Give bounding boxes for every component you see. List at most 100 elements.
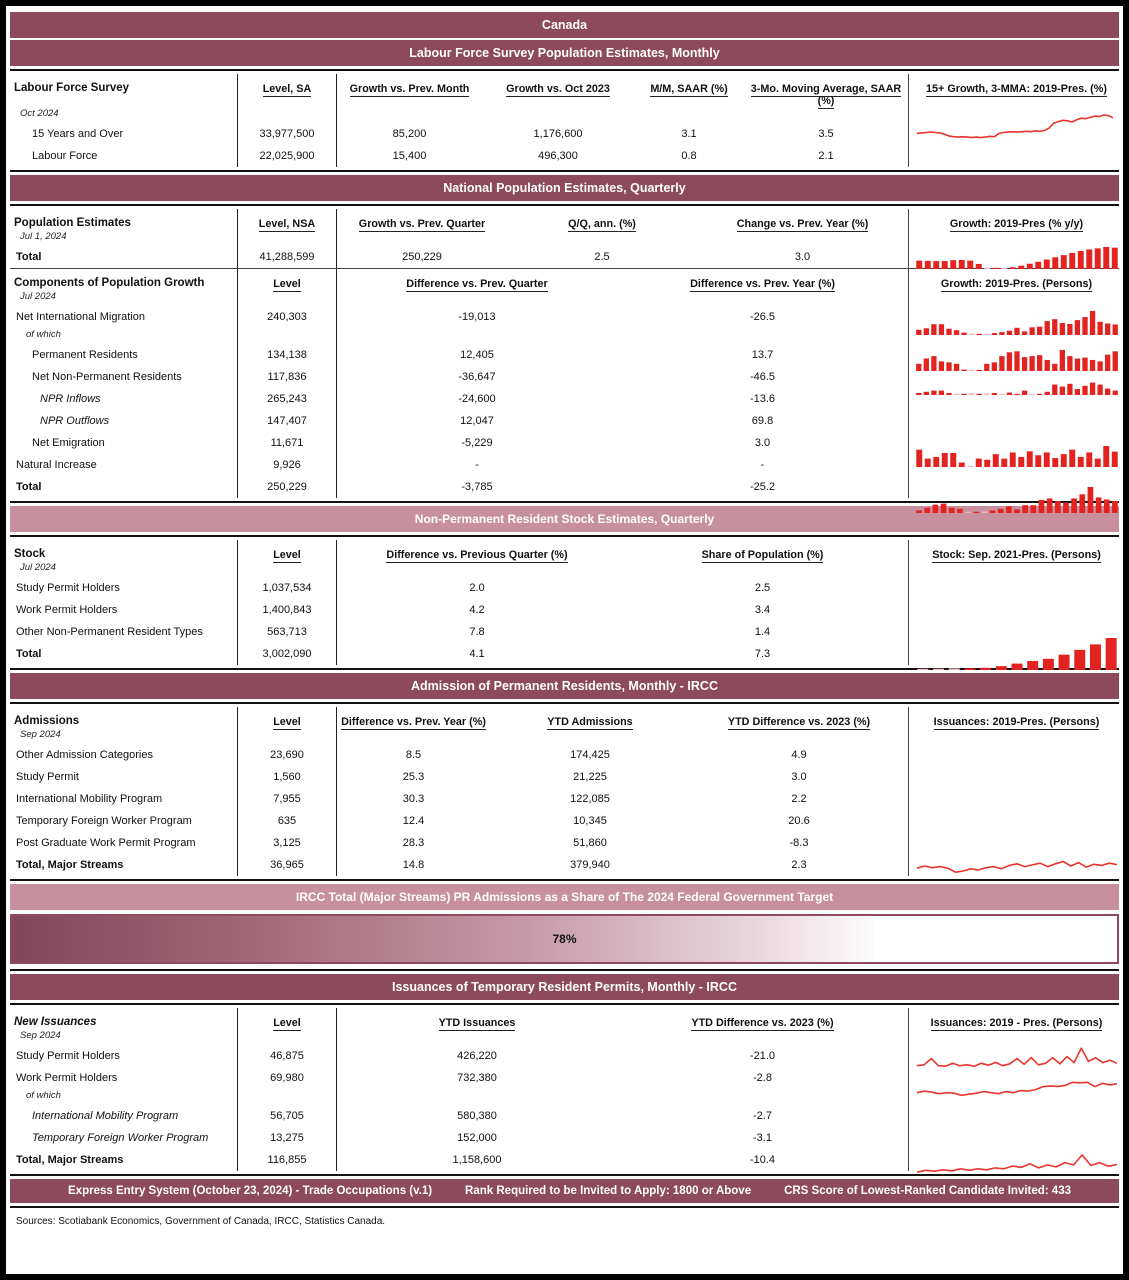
admissions-chart-column: Issuances: 2019-Pres. (Persons) — [908, 707, 1124, 876]
row-label: Study Permit Holders — [16, 582, 120, 594]
cell: -2.8 — [753, 1072, 772, 1084]
lfs-chart-column: 15+ Growth, 3-MMA: 2019-Pres. (%) — [908, 74, 1124, 167]
row-label: Total, Major Streams — [16, 1154, 124, 1166]
cell: 240,303 — [237, 306, 337, 328]
cell: 265,243 — [237, 388, 337, 410]
admissions-table: Admissions Level Difference vs. Prev. Ye… — [10, 707, 1124, 876]
chart-title: Stock: Sep. 2021-Pres. (Persons) — [932, 549, 1101, 563]
pr-admissions-progress-bar: 78% — [10, 914, 1119, 964]
column-header: Difference vs. Previous Quarter (%) — [386, 549, 568, 563]
row-label: Total — [16, 481, 42, 493]
cell: 3.5 — [818, 128, 834, 140]
column-header: Q/Q, ann. (%) — [568, 218, 636, 232]
net-non-permanent-residents-bars — [916, 382, 1118, 395]
permanent-residents-bars — [916, 349, 1118, 371]
row-label: Net Non-Permanent Residents — [32, 371, 182, 383]
cell: -8.3 — [789, 837, 809, 849]
column-header: Growth vs. Prev. Quarter — [358, 218, 486, 232]
cell: 7,955 — [237, 788, 337, 810]
express-entry-program: Express Entry System (October 23, 2024) … — [68, 1185, 433, 1197]
cell: 147,407 — [237, 410, 337, 432]
column-header: Growth vs. Oct 2023 — [506, 83, 610, 97]
row-label: Net International Migration — [16, 311, 146, 323]
cell: 3.1 — [681, 128, 697, 140]
cell: 250,229 — [237, 476, 337, 498]
row-label: 15 Years and Over — [32, 128, 124, 140]
cell: -36,647 — [458, 371, 496, 383]
cell: 2.3 — [791, 859, 807, 871]
page-title: Canada — [10, 12, 1119, 38]
section-header-target: IRCC Total (Major Streams) PR Admissions… — [10, 884, 1119, 910]
cell: 4.1 — [469, 648, 485, 660]
population-chart-column: Growth: 2019-Pres (% y/y) — [908, 209, 1124, 269]
cell: 14.8 — [402, 859, 425, 871]
issuances-chart-column: Issuances: 2019 - Pres. (Persons) — [908, 1008, 1124, 1173]
divider — [10, 668, 1119, 670]
row-label: International Mobility Program — [16, 793, 163, 805]
row-label: Total — [16, 648, 42, 660]
cell: 22,025,900 — [237, 145, 337, 167]
table-date: Sep 2024 — [20, 729, 61, 740]
divider — [10, 501, 1119, 503]
row-label: Study Permit Holders — [16, 1050, 120, 1062]
cell: 28.3 — [402, 837, 425, 849]
cell: 7.3 — [754, 648, 771, 660]
row-label: Total — [16, 251, 42, 263]
cell: 0.8 — [681, 150, 697, 162]
cell: 4.9 — [791, 749, 807, 761]
section-header-issuances: Issuances of Temporary Resident Permits,… — [10, 974, 1119, 1000]
cell: 732,380 — [457, 1072, 497, 1084]
divider — [10, 69, 1119, 71]
cell: 46,875 — [237, 1045, 337, 1067]
cell: 13.7 — [751, 349, 774, 361]
cell: 69,980 — [237, 1067, 337, 1089]
column-header: Level — [237, 707, 337, 730]
column-header: Level — [237, 269, 337, 292]
cell: -24,600 — [458, 393, 496, 405]
divider — [10, 268, 1119, 269]
issuances-total-sparkline — [916, 1154, 1118, 1173]
section-header-admissions: Admission of Permanent Residents, Monthl… — [10, 673, 1119, 699]
cell: 3.4 — [754, 604, 771, 616]
cell: 3.0 — [754, 437, 771, 449]
note: of which — [26, 329, 61, 340]
table-date: Jul 1, 2024 — [20, 231, 67, 242]
cell: 85,200 — [392, 128, 427, 140]
cell: 116,855 — [237, 1149, 337, 1171]
cell: - — [475, 459, 479, 471]
chart-title: Issuances: 2019 - Pres. (Persons) — [930, 1017, 1103, 1031]
divider — [10, 535, 1119, 537]
cell: -3,785 — [461, 481, 493, 493]
cell: 563,713 — [237, 621, 337, 643]
column-header: M/M, SAAR (%) — [650, 83, 728, 97]
column-header: Difference vs. Prev. Year (%) — [341, 716, 486, 730]
divider — [10, 702, 1119, 704]
cell: 635 — [237, 810, 337, 832]
column-header: Difference vs. Prev. Quarter — [406, 278, 548, 292]
issuances-table: New Issuances Level YTD Issuances YTD Di… — [10, 1008, 1124, 1173]
cell: 4.2 — [469, 604, 485, 616]
cell: 25.3 — [402, 771, 425, 783]
column-header: Growth vs. Prev. Month — [349, 83, 470, 97]
cell: 1,037,534 — [237, 577, 337, 599]
column-header: YTD Difference vs. 2023 (%) — [727, 716, 871, 730]
express-entry-rank: Rank Required to be Invited to Apply: 18… — [465, 1185, 752, 1197]
cell: 580,380 — [457, 1110, 497, 1122]
cell: 3.0 — [794, 251, 811, 263]
cell: 8.5 — [405, 749, 422, 761]
cell: 7.8 — [469, 626, 485, 638]
net-international-migration-bars — [916, 311, 1118, 335]
row-label: NPR Inflows — [40, 393, 101, 405]
divider — [10, 1174, 1119, 1176]
chart-title: Growth: 2019-Pres. (Persons) — [940, 278, 1093, 292]
cell: 426,220 — [457, 1050, 497, 1062]
row-label: Temporary Foreign Worker Program — [16, 815, 192, 827]
row-label: NPR Outflows — [40, 415, 110, 427]
table-title: Components of Population Growth — [14, 277, 205, 289]
cell: 2.1 — [818, 150, 834, 162]
cell: 69.8 — [751, 415, 774, 427]
cell: 56,705 — [237, 1105, 337, 1127]
row-label: Natural Increase — [16, 459, 97, 471]
column-header: Share of Population (%) — [701, 549, 824, 563]
column-header: Level — [237, 540, 337, 563]
